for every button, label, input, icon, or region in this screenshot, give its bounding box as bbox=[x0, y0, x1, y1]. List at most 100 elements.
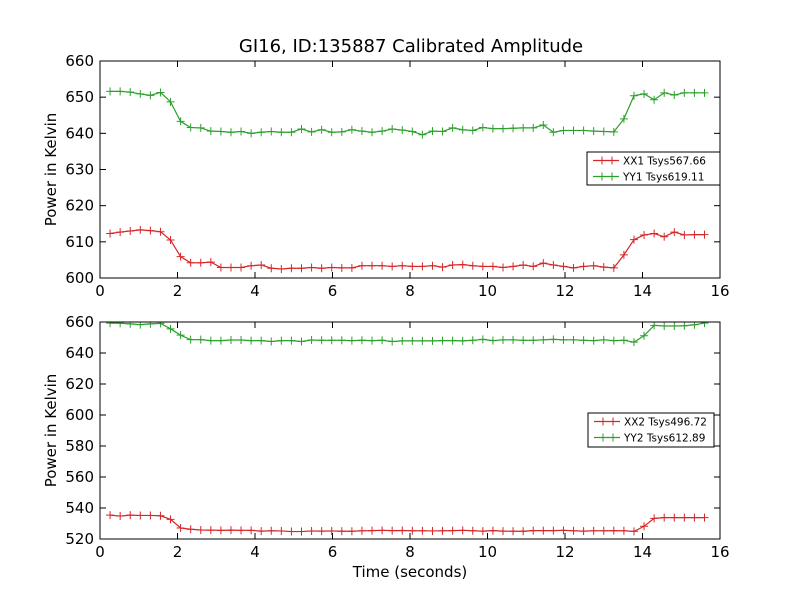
data-point bbox=[519, 123, 528, 132]
data-point bbox=[680, 322, 689, 330]
data-point bbox=[388, 124, 397, 133]
data-point bbox=[690, 230, 699, 239]
data-point bbox=[660, 322, 669, 331]
data-point bbox=[287, 128, 296, 137]
x-tick-label: 6 bbox=[328, 282, 338, 300]
data-point bbox=[549, 526, 558, 535]
data-point bbox=[146, 322, 155, 328]
data-point bbox=[357, 526, 366, 535]
data-point bbox=[519, 260, 528, 269]
data-point bbox=[539, 121, 548, 130]
data-point bbox=[368, 261, 377, 270]
data-point bbox=[660, 513, 669, 522]
series-2 bbox=[106, 87, 709, 139]
legend-label: YY1 Tsys619.11 bbox=[622, 172, 704, 184]
data-point bbox=[488, 124, 497, 133]
data-point bbox=[640, 331, 649, 340]
data-point bbox=[347, 527, 356, 536]
data-point bbox=[448, 336, 457, 345]
data-point bbox=[700, 230, 709, 239]
data-point bbox=[166, 97, 175, 106]
data-point bbox=[408, 526, 417, 535]
data-point bbox=[428, 261, 437, 270]
data-point bbox=[619, 526, 628, 535]
y-tick-label: 650 bbox=[65, 88, 94, 106]
data-point bbox=[216, 127, 225, 136]
data-point bbox=[690, 88, 699, 97]
data-point bbox=[579, 336, 588, 345]
legend: XX2 Tsys496.72 YY2 Tsys612.89 bbox=[587, 412, 715, 448]
data-point bbox=[106, 229, 115, 238]
y-tick-label: 600 bbox=[65, 406, 94, 424]
data-point bbox=[509, 527, 518, 536]
data-point bbox=[599, 335, 608, 344]
y-tick-label: 560 bbox=[65, 468, 94, 486]
data-point bbox=[226, 335, 235, 344]
data-point bbox=[398, 261, 407, 270]
data-point bbox=[629, 527, 638, 536]
data-point bbox=[378, 526, 387, 535]
data-point bbox=[499, 124, 507, 133]
data-point bbox=[388, 526, 397, 535]
data-point bbox=[226, 526, 235, 535]
data-point bbox=[700, 322, 709, 328]
data-point bbox=[589, 336, 598, 345]
data-point bbox=[206, 526, 215, 535]
data-point bbox=[700, 88, 709, 97]
data-point bbox=[589, 261, 598, 270]
data-point bbox=[418, 130, 427, 139]
x-tick-label: 6 bbox=[328, 543, 338, 561]
x-tick-label: 8 bbox=[405, 543, 415, 561]
legend-marker bbox=[598, 172, 616, 181]
data-point bbox=[559, 335, 568, 344]
y-axis-label: Power in Kelvin bbox=[42, 374, 60, 488]
data-point bbox=[670, 228, 679, 237]
legend-marker bbox=[599, 433, 617, 442]
data-point bbox=[126, 226, 135, 235]
data-point bbox=[156, 511, 165, 520]
data-point bbox=[650, 95, 659, 104]
data-point bbox=[509, 335, 518, 344]
data-point bbox=[579, 262, 588, 271]
data-point bbox=[136, 89, 145, 98]
data-point bbox=[529, 526, 538, 535]
data-point bbox=[317, 125, 326, 134]
x-tick-label: 14 bbox=[633, 282, 652, 300]
data-point bbox=[418, 336, 427, 345]
data-point bbox=[468, 526, 477, 535]
figure-title: GI16, ID:135887 Calibrated Amplitude bbox=[239, 36, 583, 57]
data-point bbox=[680, 230, 689, 239]
data-point bbox=[579, 527, 588, 536]
data-point bbox=[529, 123, 538, 132]
data-point bbox=[226, 263, 235, 272]
data-point bbox=[609, 127, 618, 136]
x-tick-label: 8 bbox=[405, 282, 415, 300]
data-point bbox=[257, 260, 266, 269]
data-point bbox=[237, 526, 246, 535]
data-point bbox=[539, 259, 548, 268]
y-axis-label: Power in Kelvin bbox=[42, 113, 60, 227]
data-point bbox=[559, 262, 568, 271]
legend-marker bbox=[598, 156, 616, 165]
x-tick-label: 2 bbox=[173, 282, 183, 300]
x-axis-label: Time (seconds) bbox=[352, 563, 468, 581]
data-point bbox=[468, 126, 477, 135]
data-point bbox=[499, 263, 507, 272]
data-point bbox=[146, 511, 155, 520]
data-point bbox=[539, 335, 548, 344]
data-point bbox=[599, 263, 608, 272]
data-point bbox=[257, 128, 266, 137]
y-tick-label: 610 bbox=[65, 233, 94, 251]
data-point bbox=[237, 127, 246, 136]
data-point bbox=[509, 124, 518, 133]
data-point bbox=[499, 335, 507, 344]
data-point bbox=[307, 335, 316, 344]
y-tick-label: 630 bbox=[65, 161, 94, 179]
data-point bbox=[247, 336, 256, 345]
x-tick-label: 12 bbox=[555, 543, 574, 561]
data-point bbox=[166, 515, 175, 524]
data-point bbox=[378, 336, 387, 345]
data-point bbox=[267, 127, 276, 136]
data-point bbox=[448, 526, 457, 535]
